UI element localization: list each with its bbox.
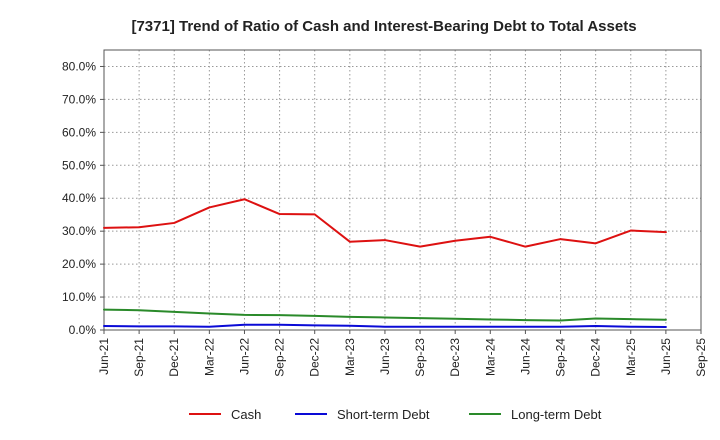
x-tick-label: Dec-23 [448, 338, 462, 377]
x-axis: Jun-21 Sep-21 Dec-21 Mar-22 Jun-22 Sep-22 Dec-… [97, 330, 708, 377]
x-tick-label: Sep-21 [132, 338, 146, 377]
x-tick-label: Jun-23 [378, 338, 392, 375]
x-tick-label: Dec-24 [589, 338, 603, 377]
plot-area [103, 49, 702, 331]
legend-label-short-term-debt: Short-term Debt [337, 407, 430, 422]
x-tick-label: Dec-21 [167, 338, 181, 377]
series-line-short-term-debt [103, 323, 667, 329]
legend-label-cash: Cash [231, 407, 261, 422]
y-tick-label: 70.0% [62, 92, 96, 106]
series-line-long-term-debt [103, 308, 667, 322]
x-tick-label: Jun-25 [659, 338, 673, 375]
x-tick-label: Mar-24 [483, 338, 497, 376]
x-tick-label: Sep-25 [694, 338, 708, 377]
x-tick-label: Sep-22 [273, 338, 287, 377]
series-line-cash [103, 198, 667, 248]
y-tick-label: 10.0% [62, 290, 96, 304]
x-tick-label: Jun-22 [237, 338, 251, 375]
grid-lines [104, 50, 701, 330]
x-tick-label: Sep-24 [554, 338, 568, 377]
y-tick-label: 60.0% [62, 125, 96, 139]
y-axis: 0.0% 10.0% 20.0% 30.0% 40.0% 50.0% 60.0% 70.0% 8… [62, 59, 104, 337]
x-tick-label: Mar-22 [202, 338, 216, 376]
y-tick-label: 40.0% [62, 191, 96, 205]
y-tick-label: 50.0% [62, 158, 96, 172]
x-tick-label: Sep-23 [413, 338, 427, 377]
x-tick-label: Jun-21 [97, 338, 111, 375]
y-tick-label: 0.0% [69, 323, 97, 337]
x-tick-label: Mar-23 [343, 338, 357, 376]
x-tick-label: Mar-25 [624, 338, 638, 376]
y-tick-label: 80.0% [62, 59, 96, 73]
chart-title: [7371] Trend of Ratio of Cash and Intere… [131, 18, 636, 35]
x-tick-label: Dec-22 [308, 338, 322, 377]
y-tick-label: 20.0% [62, 257, 96, 271]
legend-label-long-term-debt: Long-term Debt [511, 407, 602, 422]
y-tick-label: 30.0% [62, 224, 96, 238]
series-lines [103, 198, 667, 329]
legend: Cash Short-term Debt Long-term Debt [189, 407, 602, 422]
x-tick-label: Jun-24 [518, 338, 532, 375]
